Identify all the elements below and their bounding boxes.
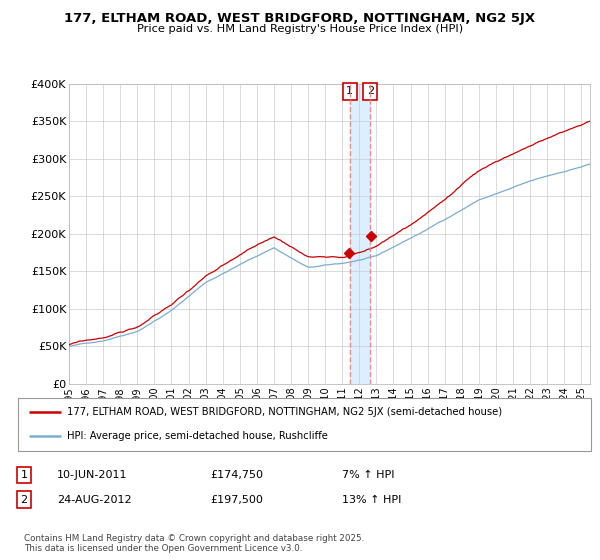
- Text: 177, ELTHAM ROAD, WEST BRIDGFORD, NOTTINGHAM, NG2 5JX (semi-detached house): 177, ELTHAM ROAD, WEST BRIDGFORD, NOTTIN…: [67, 407, 502, 417]
- FancyBboxPatch shape: [18, 398, 591, 451]
- Text: 1: 1: [346, 86, 353, 96]
- Text: 24-AUG-2012: 24-AUG-2012: [57, 494, 131, 505]
- Text: 2: 2: [367, 86, 374, 96]
- Bar: [350, 84, 370, 384]
- Text: HPI: Average price, semi-detached house, Rushcliffe: HPI: Average price, semi-detached house,…: [67, 431, 328, 441]
- Text: 7% ↑ HPI: 7% ↑ HPI: [342, 470, 395, 480]
- Text: Contains HM Land Registry data © Crown copyright and database right 2025.
This d: Contains HM Land Registry data © Crown c…: [24, 534, 364, 553]
- Text: 177, ELTHAM ROAD, WEST BRIDGFORD, NOTTINGHAM, NG2 5JX: 177, ELTHAM ROAD, WEST BRIDGFORD, NOTTIN…: [64, 12, 536, 25]
- Text: 1: 1: [20, 470, 28, 480]
- Text: £197,500: £197,500: [210, 494, 263, 505]
- Text: 2: 2: [20, 494, 28, 505]
- Text: 13% ↑ HPI: 13% ↑ HPI: [342, 494, 401, 505]
- Text: £174,750: £174,750: [210, 470, 263, 480]
- Text: 10-JUN-2011: 10-JUN-2011: [57, 470, 128, 480]
- Text: Price paid vs. HM Land Registry's House Price Index (HPI): Price paid vs. HM Land Registry's House …: [137, 24, 463, 34]
